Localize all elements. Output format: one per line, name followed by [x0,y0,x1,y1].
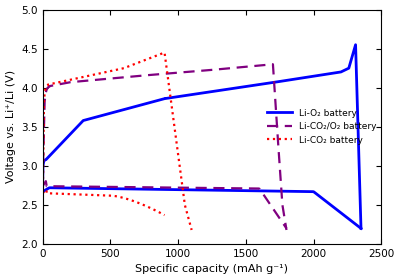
X-axis label: Specific capacity (mAh g⁻¹): Specific capacity (mAh g⁻¹) [136,264,288,274]
Legend: Li-O₂ battery, Li-CO₂/O₂ battery, Li-CO₂ battery: Li-O₂ battery, Li-CO₂/O₂ battery, Li-CO₂… [267,109,377,145]
Y-axis label: Voltage vs. Li⁺/Li (V): Voltage vs. Li⁺/Li (V) [6,70,16,183]
